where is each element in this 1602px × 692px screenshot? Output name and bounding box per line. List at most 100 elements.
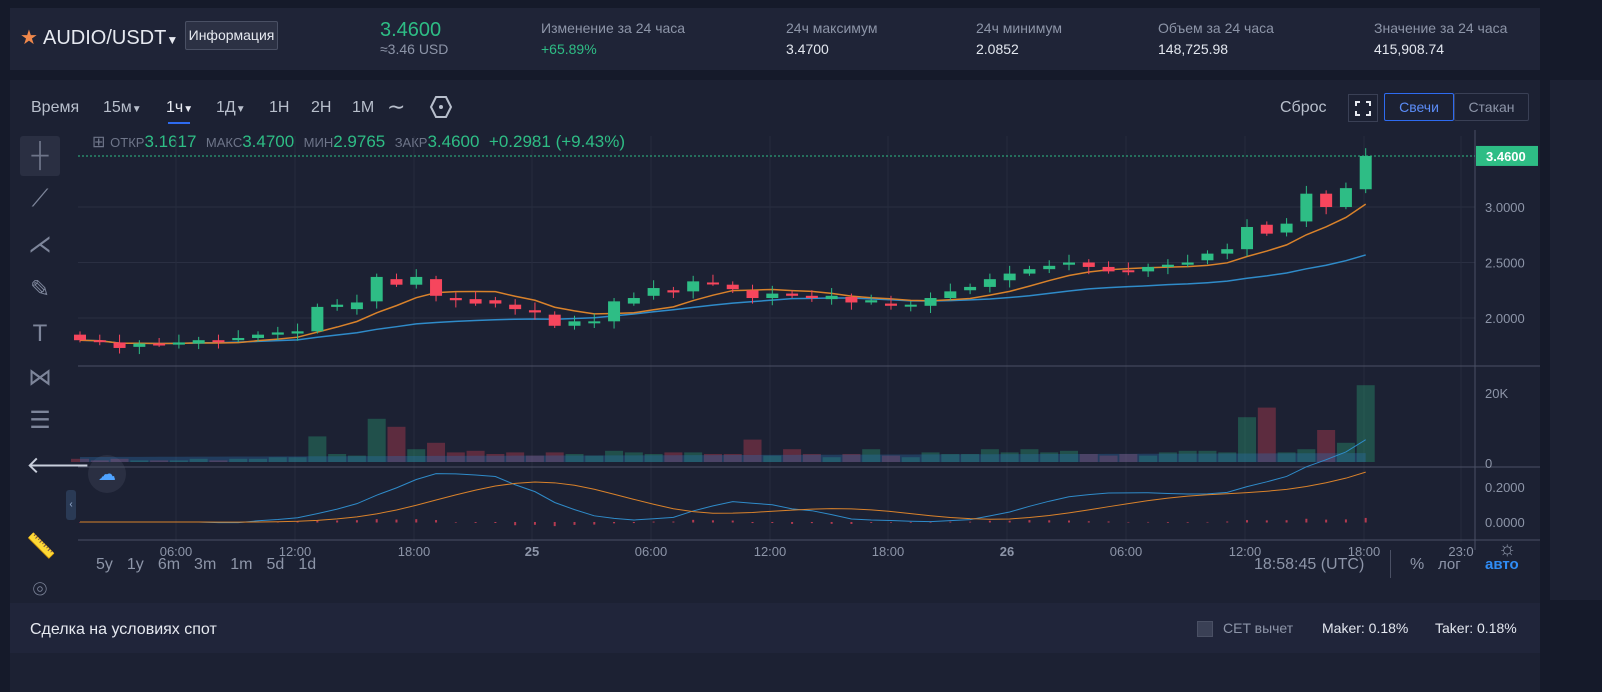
volume-bar	[308, 436, 327, 462]
cet-checkbox[interactable]	[1197, 621, 1213, 637]
candle-body	[449, 298, 462, 301]
interval-1h[interactable]: 1ч▼	[166, 99, 194, 116]
interval-1w[interactable]: 1Н	[269, 99, 290, 116]
macd-histogram-bar	[692, 519, 695, 523]
macd-histogram-bar	[731, 520, 734, 523]
volume-bar	[901, 457, 920, 462]
settings-sun-icon[interactable]: ☼	[1498, 538, 1516, 560]
last-price-label: 3.4600	[1486, 149, 1526, 164]
volume-bar	[1119, 454, 1138, 462]
range-1d[interactable]: 1d	[298, 556, 317, 573]
macd-histogram-bar	[949, 521, 952, 523]
macd-histogram-bar	[1265, 520, 1268, 523]
volume-bar	[763, 455, 782, 462]
volume-bar	[347, 455, 366, 462]
range-5d[interactable]: 5d	[266, 556, 285, 573]
volume-bar	[743, 439, 762, 462]
fork-tool-icon[interactable]: ⋌	[28, 231, 52, 258]
volume-tick: 0	[1485, 456, 1492, 471]
candle-body	[1320, 193, 1333, 207]
macd-histogram-bar	[652, 521, 655, 523]
candle-body	[647, 288, 660, 296]
volume-bar	[842, 454, 861, 462]
interval-1d[interactable]: 1Д▼	[216, 99, 246, 116]
candle-body	[1063, 262, 1075, 265]
macd-histogram-bar	[1087, 521, 1090, 523]
volume-bar	[1198, 450, 1217, 462]
time-tick: 25	[525, 544, 539, 559]
candle-body	[706, 282, 719, 285]
favorite-star-icon[interactable]: ★	[20, 27, 38, 49]
percent-toggle[interactable]: %	[1410, 556, 1425, 573]
fib-tool-icon[interactable]: ☰	[29, 407, 51, 434]
log-toggle[interactable]: лог	[1438, 556, 1461, 573]
range-3m[interactable]: 3m	[194, 556, 217, 573]
macd-histogram-bar	[1344, 519, 1347, 523]
depth-tab[interactable]: Стакан	[1454, 93, 1529, 121]
divider	[1390, 550, 1391, 578]
range-6m[interactable]: 6m	[157, 556, 181, 573]
volume-bar	[1139, 455, 1158, 462]
candle-body	[1142, 266, 1155, 272]
candle-body	[252, 334, 265, 338]
candle-body	[192, 340, 205, 344]
pattern-icon[interactable]: ⋈	[28, 364, 52, 391]
macd-histogram-bar	[474, 522, 477, 523]
text-tool-icon[interactable]: T	[32, 320, 48, 347]
candle-body	[627, 298, 640, 304]
volume-bar	[387, 426, 406, 462]
fullscreen-icon[interactable]	[1348, 94, 1378, 122]
crosshair-tool[interactable]: ┼	[20, 136, 60, 176]
candle-body	[528, 310, 541, 313]
indicators-hexagon-icon[interactable]	[429, 95, 453, 119]
range-5y[interactable]: 5y	[96, 556, 113, 573]
range-1m[interactable]: 1m	[230, 556, 253, 573]
volume-bar	[506, 452, 525, 462]
range-1y[interactable]: 1y	[126, 556, 144, 573]
interval-2w[interactable]: 2Н	[311, 99, 332, 116]
macd-histogram-bar	[375, 519, 378, 523]
volume-bar	[1178, 450, 1197, 462]
interval-15m[interactable]: 15м▼	[103, 99, 142, 116]
pair-selector[interactable]: AUDIO/USDT▼	[43, 27, 178, 50]
candle-body	[568, 321, 581, 326]
cet-label: CET вычет	[1223, 620, 1294, 636]
interval-1m[interactable]: 1М	[352, 99, 375, 116]
candle-body	[726, 284, 739, 290]
candles-tab[interactable]: Свечи	[1384, 93, 1454, 121]
time-tick: 26	[1000, 544, 1014, 559]
volume-bar	[1356, 385, 1375, 462]
auto-toggle[interactable]: авто	[1485, 556, 1519, 573]
ruler-icon[interactable]: 📏	[26, 533, 56, 560]
magnet-icon[interactable]: ⌾	[32, 576, 48, 603]
info-button[interactable]: Информация	[185, 21, 278, 50]
macd-tick: 0.0000	[1485, 515, 1525, 530]
volume-bar	[565, 454, 584, 462]
volume-bar	[1158, 452, 1177, 462]
expand-icon[interactable]: ⊞	[92, 134, 106, 151]
time-tick: 12:00	[754, 544, 787, 559]
brush-icon[interactable]: ✎	[29, 276, 51, 303]
trend-line-icon[interactable]: ⟋	[31, 185, 49, 212]
candlestick-chart[interactable]: 06:00 12:00 18:00 25 06:00 12:00 18:00 26 06:00 1…	[10, 80, 1540, 600]
candle-body	[390, 279, 403, 285]
signal-line	[80, 471, 1366, 523]
reset-button[interactable]: Сброс	[1280, 99, 1327, 116]
line-chart-icon[interactable]: ∼	[387, 94, 406, 119]
volume-bar	[1238, 417, 1257, 462]
volume-bar	[1257, 407, 1276, 462]
time-tick: 23:0	[1448, 544, 1473, 559]
volume-bar	[684, 452, 703, 462]
stat-high: 24ч максимум 3.4700	[786, 20, 878, 57]
macd-histogram-bar	[672, 521, 675, 523]
crosshair-icon: ┼	[31, 142, 49, 169]
candle-body	[687, 281, 700, 292]
price-tick: 2.5000	[1485, 256, 1525, 271]
chevron-down-icon: ▼	[166, 33, 179, 47]
macd-histogram-bar	[810, 522, 813, 524]
collapse-toolbar-handle[interactable]: ‹	[66, 490, 76, 520]
macd-histogram-bar	[1305, 518, 1308, 523]
macd-histogram-bar	[771, 522, 774, 523]
macd-histogram-bar	[751, 522, 754, 524]
volume-bar	[466, 450, 485, 462]
